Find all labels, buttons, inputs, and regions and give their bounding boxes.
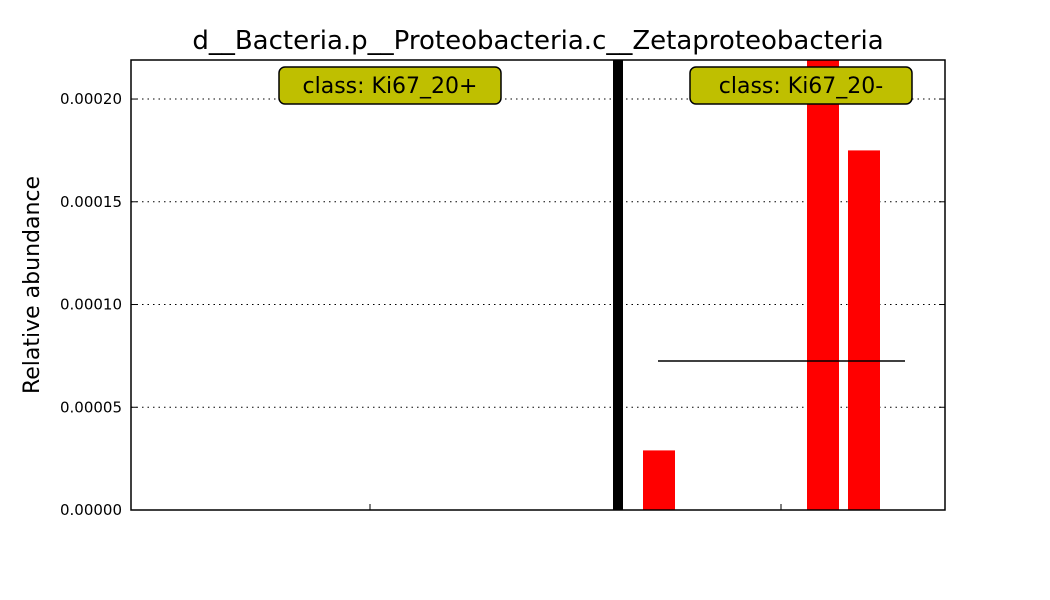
- y-tick-label: 0.00005: [60, 398, 122, 416]
- bar: [807, 60, 839, 510]
- overlay: [613, 60, 905, 510]
- bar: [643, 450, 675, 510]
- bar: [848, 150, 880, 511]
- y-tick-label: 0.00015: [60, 193, 122, 211]
- y-tick-label: 0.00020: [60, 90, 122, 108]
- y-tick-label: 0.00010: [60, 296, 122, 314]
- y-ticks: 0.00000 0.00005 0.00010 0.00015 0.00020: [60, 90, 945, 519]
- grid-lines: [131, 98, 945, 408]
- class-label-box: [278, 66, 502, 105]
- chart-title: d__Bacteria.p__Proteobacteria.c__Zetapro…: [192, 26, 883, 56]
- bars: [643, 60, 880, 511]
- class-labels: class: Ki67_20+ class: Ki67_20-: [278, 66, 913, 105]
- y-axis-label: Relative abundance: [20, 176, 45, 394]
- plot-frame: [130, 59, 946, 511]
- y-tick-label: 0.00000: [60, 501, 122, 519]
- class-label: class: Ki67_20+: [303, 74, 478, 99]
- class-label-box: [689, 66, 913, 105]
- class-label: class: Ki67_20-: [719, 74, 883, 99]
